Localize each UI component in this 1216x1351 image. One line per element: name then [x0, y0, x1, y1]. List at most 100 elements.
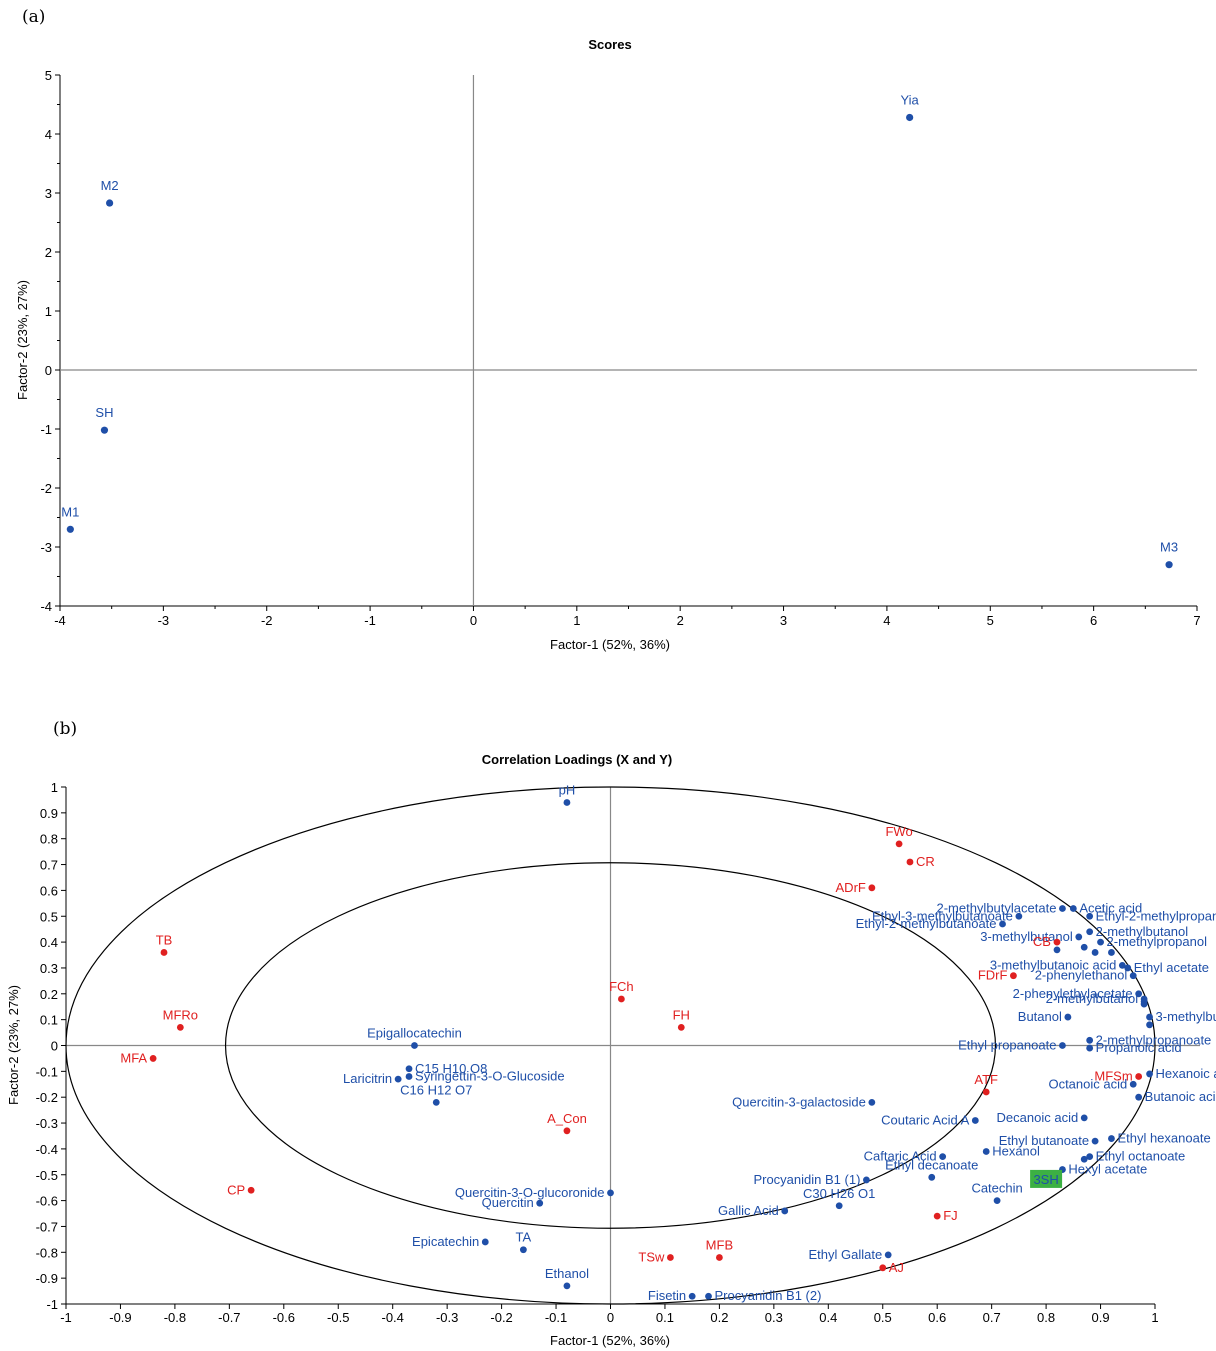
loading-label-catechin: Catechin: [971, 1181, 1022, 1196]
loading-label-c16-h12-o7: C16 H12 O7: [400, 1082, 472, 1097]
loadings-y-tick-label: 0.9: [40, 806, 58, 821]
loadings-x-tick-label: 0.8: [1037, 1310, 1055, 1325]
loading-label-c15-h10-o8: C15 H10 O8: [415, 1061, 487, 1076]
loading-label-coutaric-acid-a: Coutaric Acid A: [881, 1112, 969, 1127]
loading-label-cp: CP: [227, 1182, 245, 1197]
loadings-x-tick-label: 0.3: [765, 1310, 783, 1325]
loading-label-butanol: Butanol: [1018, 1009, 1062, 1024]
loading-point-fj: [933, 1212, 941, 1220]
loading-label-fisetin: Fisetin: [648, 1288, 686, 1303]
loading-label-mfb: MFB: [706, 1237, 733, 1252]
loading-label-ethyl-octanoate: Ethyl octanoate: [1096, 1149, 1186, 1164]
loading-point-ethyl-hexanoate: [1108, 1135, 1115, 1142]
loading-label-aj: AJ: [889, 1260, 904, 1275]
loading-point-3-methylbutanoic-acid: [1118, 961, 1126, 969]
loading-label-hexanol: Hexanol: [992, 1143, 1040, 1158]
loading-label-cr: CR: [916, 854, 935, 869]
loading-label-ethyl-3-methylbutanoate: Ethyl-3-methylbutanoate: [872, 908, 1013, 923]
loading-label-butanoic-acid: Butanoic acid: [1145, 1089, 1216, 1104]
loadings-x-tick-label: 0.1: [656, 1310, 674, 1325]
loading-point-ethanol: [563, 1282, 571, 1290]
loading-label-ethyl-propanoate: Ethyl propanoate: [958, 1038, 1056, 1053]
score-label-m3: M3: [1160, 540, 1178, 555]
loading-label-decanoic-acid: Decanoic acid: [997, 1110, 1079, 1125]
loadings-y-tick-label: -0.4: [36, 1142, 58, 1157]
loadings-x-tick-label: -0.8: [164, 1310, 186, 1325]
scores-x-tick-label: 0: [470, 613, 477, 628]
loading-point-fch: [617, 995, 625, 1003]
loading-point-mfa: [149, 1055, 157, 1062]
loading-label-adrf: ADrF: [836, 880, 866, 895]
loading-label-mfsm: MFSm: [1094, 1069, 1132, 1084]
loadings-y-tick-label: -0.6: [36, 1194, 58, 1209]
loadings-y-tick-label: -0.7: [36, 1219, 58, 1234]
loading-point-octanoic-acid: [1129, 1080, 1137, 1088]
loading-label-ethyl-hexanoate: Ethyl hexanoate: [1117, 1131, 1210, 1146]
loading-label-ta: TA: [516, 1230, 532, 1245]
loadings-y-tick-label: 1: [51, 780, 58, 795]
loading-point-fdrf: [1010, 972, 1017, 980]
loading-label-2-methylbutylacetate: 2-methylbutylacetate: [936, 900, 1056, 915]
loading-label-2-methylpropanoate: 2-methylpropanoate: [1096, 1032, 1212, 1047]
loading-label-quercitin-3-o-glucoronide: Quercitin-3-O-glucoronide: [455, 1185, 605, 1200]
scores-x-tick-label: 6: [1090, 613, 1097, 628]
loading-point-ethyl-gallate: [884, 1251, 892, 1259]
loadings-x-tick-label: 1: [1151, 1310, 1158, 1325]
loading-point-a-con: [563, 1127, 571, 1135]
loadings-x-tick-label: 0.4: [819, 1310, 837, 1325]
loading-point-cr: [906, 858, 914, 866]
loadings-y-tick-label: -0.1: [36, 1064, 58, 1079]
scores-y-tick-label: -4: [40, 599, 52, 614]
loadings-y-tick-label: -0.3: [36, 1116, 58, 1131]
loading-label-quercitin: Quercitin: [482, 1195, 534, 1210]
loading-point-ethyl-acetate: [1124, 964, 1132, 972]
loadings-y-tick-label: 0.5: [40, 909, 58, 924]
highlight-label-3sh: 3SH: [1033, 1172, 1058, 1187]
loading-point-tsw: [666, 1254, 674, 1261]
loadings-x-tick-label: 0.9: [1092, 1310, 1110, 1325]
loading-point-ph: [563, 799, 571, 806]
loadings-x-tick-label: -0.7: [218, 1310, 240, 1325]
loading-label-3-methylbutanol: 3-methylbutanol: [980, 929, 1073, 944]
loading-point-propanoic-acid: [1086, 1044, 1094, 1052]
scores-y-tick-label: -1: [40, 422, 52, 437]
scores-x-tick-label: 4: [883, 613, 890, 628]
scores-x-tick-label: -4: [54, 613, 66, 628]
loading-point-butanoic-acid: [1135, 1093, 1143, 1101]
loading-point-ethyl-butanoate: [1091, 1137, 1099, 1145]
loading-point-unlabeled: [1080, 943, 1088, 951]
loading-point-2-phenylethylacetate: [1135, 990, 1143, 998]
loading-point-c30-h26-o1: [835, 1202, 843, 1210]
loading-label-a-con: A_Con: [547, 1111, 587, 1126]
loading-point-ethyl-octanoate: [1086, 1153, 1094, 1161]
loading-point-2-methylpropanoate: [1086, 1036, 1094, 1044]
loadings-x-tick-label: -0.1: [545, 1310, 567, 1325]
highlight-box: [1030, 1169, 1063, 1188]
loadings-x-tick-label: -0.4: [381, 1310, 403, 1325]
scores-x-tick-label: -3: [158, 613, 170, 628]
loading-point-decanoic-acid: [1080, 1114, 1088, 1122]
loadings-y-tick-label: 0.1: [40, 1013, 58, 1028]
loading-label-fch: FCh: [609, 979, 634, 994]
loading-point-caftaric-acid: [939, 1153, 947, 1161]
loading-point-quercitin: [536, 1199, 544, 1207]
loadings-x-axis-title: Factor-1 (52%, 36%): [550, 1333, 670, 1348]
loading-point-ethyl-decanoate: [928, 1173, 936, 1181]
loadings-x-tick-label: -0.9: [109, 1310, 131, 1325]
loadings-y-tick-label: 0.3: [40, 961, 58, 976]
scores-y-tick-label: 2: [45, 245, 52, 260]
loadings-y-tick-label: -0.5: [36, 1168, 58, 1183]
loading-point-butanol: [1064, 1013, 1072, 1021]
score-point-m1: [66, 525, 74, 533]
loadings-y-tick-label: -0.9: [36, 1271, 58, 1286]
loading-point-catechin: [993, 1197, 1001, 1204]
loadings-y-tick-label: 0.6: [40, 883, 58, 898]
loadings-y-tick-label: 0: [51, 1039, 58, 1054]
score-label-m2: M2: [101, 178, 119, 193]
loading-label-ethyl-2-methylbutanoate: Ethyl-2-methylbutanoate: [856, 916, 997, 931]
scores-x-tick-label: -1: [364, 613, 376, 628]
loading-point-ethyl-propanoate: [1059, 1042, 1066, 1049]
loading-label-quercitin-3-galactoside: Quercitin-3-galactoside: [732, 1094, 866, 1109]
score-label-sh: SH: [95, 405, 113, 420]
loadings-y-tick-label: 0.4: [40, 935, 58, 950]
